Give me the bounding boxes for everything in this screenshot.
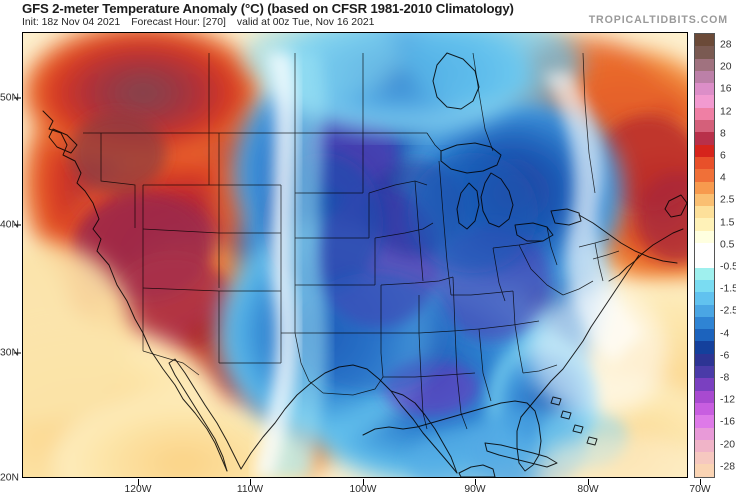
colorbar-cell [695,95,714,108]
colorbar-tick-6: 6 [720,150,726,162]
colorbar-tick-2neg5: 2.5 [720,194,735,206]
lat-tick-50n [14,97,21,99]
colorbar-cell [695,304,714,317]
colorbar-cell [695,316,714,330]
colorbar-tick-4: 4 [720,172,726,184]
colorbar-cell [695,230,714,244]
colorbar-cell [695,341,714,354]
colorbar-cell [695,46,714,59]
colorbar-cell [695,83,714,96]
forecast-subtitle: Init: 18z Nov 04 2021 Forecast Hour: [270… [22,17,385,28]
colorbar-cell [695,120,714,133]
colorbar-cell [695,206,714,219]
colorbar-tick-neg0-5: -0.5 [720,261,736,273]
lon-tick-90w [475,479,476,485]
colorbar-tick-1neg5: 1.5 [720,217,735,229]
colorbar-cell [695,169,714,182]
colorbar-tick-16: 16 [720,83,732,95]
lon-label-70w: 70W [689,484,711,495]
forecast-hour: Forecast Hour: [270] [131,17,226,28]
colorbar-cell [695,452,714,465]
colorbar-cell [695,390,714,403]
colorbar-cell [695,132,714,145]
colorbar-tick-neg8: -8 [720,372,730,384]
colorbar-cell [695,34,714,47]
colorbar-cell [695,70,714,84]
lat-tick-40n [14,224,21,226]
lat-tick-30n [14,352,21,354]
lon-tick-120w [138,479,139,485]
lon-tick-70w [700,479,701,485]
map-panel[interactable] [22,32,688,478]
lon-label-90w: 90W [464,484,486,495]
colorbar-cell [695,366,714,379]
page-title: GFS 2-meter Temperature Anomaly (°C) (ba… [22,1,514,16]
colorbar-cell [695,378,714,391]
colorbar-cell [695,218,714,231]
colorbar-cell [695,267,714,280]
init-time: Init: 18z Nov 04 2021 [22,17,121,28]
colorbar-cell [695,181,714,194]
colorbar-tick-neg28: -28 [720,461,736,473]
colorbar-cell [695,144,714,157]
lon-label-110w: 110W [236,484,264,495]
chart-header: GFS 2-meter Temperature Anomaly (°C) (ba… [0,0,736,32]
colorbar-cell [695,402,714,416]
colorbar-cell [695,415,714,428]
lon-tick-100w [363,479,364,485]
colorbar [694,33,715,478]
colorbar-cell [695,353,714,367]
colorbar-tick-neg16: -16 [720,416,736,428]
colorbar-tick-12: 12 [720,106,732,118]
lon-label-120w: 120W [124,484,152,495]
colorbar-cell [695,107,714,121]
lon-tick-80w [588,479,589,485]
colorbar-cell [695,255,714,268]
colorbar-cell [695,427,714,440]
colorbar-tick-neg4: -4 [720,328,730,340]
colorbar-cell [695,193,714,207]
colorbar-tick-0neg5: 0.5 [720,239,735,251]
colorbar-tick-28: 28 [720,39,732,51]
colorbar-tick-8: 8 [720,128,726,140]
colorbar-cell [695,464,714,477]
lon-label-80w: 80W [577,484,599,495]
colorbar-cell [695,58,714,71]
colorbar-cell [695,329,714,342]
lon-label-100w: 100W [349,484,377,495]
colorbar-cell [695,439,714,453]
brand-watermark: TROPICALTIDBITS.COM [588,14,728,26]
colorbar-tick-neg12: -12 [720,394,736,406]
colorbar-cell [695,156,714,170]
lon-tick-110w [250,479,251,485]
colorbar-cell [695,292,714,305]
colorbar-tick-neg1-5: -1.5 [720,283,736,295]
colorbar-tick-neg2-5: -2.5 [720,305,736,317]
colorbar-tick-20: 20 [720,61,732,73]
colorbar-tick-neg6: -6 [720,350,730,362]
colorbar-tick-neg20: -20 [720,439,736,451]
colorbar-cell [695,279,714,293]
temperature-anomaly-heatmap [23,33,687,477]
valid-time: valid at 00z Tue, Nov 16 2021 [236,17,375,28]
colorbar-cell [695,243,714,256]
